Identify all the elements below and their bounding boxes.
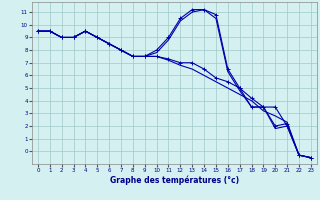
X-axis label: Graphe des températures (°c): Graphe des températures (°c): [110, 176, 239, 185]
